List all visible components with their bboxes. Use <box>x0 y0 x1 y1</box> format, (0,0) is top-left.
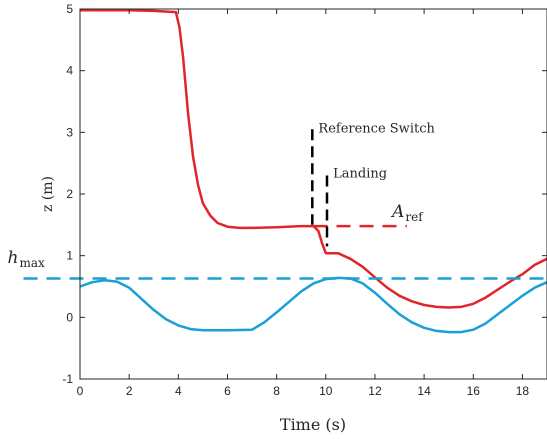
y-axis-label: z (m) <box>40 176 56 212</box>
x-tick-label: 0 <box>77 384 84 398</box>
y-tick-label: 2 <box>66 187 73 201</box>
annotation-2: Aref <box>390 202 424 224</box>
y-tick-label: -1 <box>62 372 73 386</box>
y-tick-label: 3 <box>66 125 73 139</box>
y-tick-label: 4 <box>66 64 73 78</box>
series-line-1 <box>79 276 547 334</box>
annotations: Reference Switch Landing Aref hmax <box>7 121 435 270</box>
y-tick-label: 5 <box>66 2 73 16</box>
annotation-1: Landing <box>333 166 387 181</box>
axes <box>79 8 547 380</box>
plot-frame <box>79 8 547 380</box>
x-tick-label: 8 <box>273 384 280 398</box>
annotation-0: Reference Switch <box>318 121 435 136</box>
x-axis-label: Time (s) <box>280 415 346 434</box>
x-tick-label: 10 <box>319 384 333 398</box>
y-tick-label: 0 <box>66 310 73 324</box>
x-tick-label: 12 <box>368 384 382 398</box>
x-tick-label: 18 <box>516 384 530 398</box>
x-tick-label: 14 <box>417 384 431 398</box>
y-tick-label: 1 <box>66 249 73 263</box>
x-tick-label: 4 <box>175 384 182 398</box>
series-layer <box>23 8 547 334</box>
x-tick-label: 6 <box>224 384 231 398</box>
series-line-0 <box>80 8 547 309</box>
x-tick-label: 2 <box>126 384 133 398</box>
annotation-3: hmax <box>7 248 44 270</box>
x-tick-label: 16 <box>467 384 481 398</box>
